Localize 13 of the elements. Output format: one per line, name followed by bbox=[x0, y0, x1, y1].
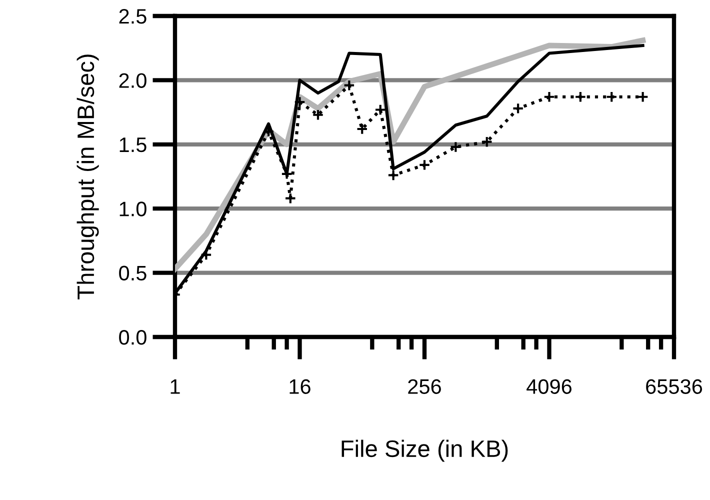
y-tick-label: 0.5 bbox=[119, 266, 146, 281]
x-axis-title: File Size (in KB) bbox=[342, 440, 508, 462]
x-tick-label: 256 bbox=[408, 379, 441, 394]
y-tick-label: 0.0 bbox=[119, 330, 146, 345]
x-tick-label: 4096 bbox=[526, 379, 572, 394]
x-tick-label: 16 bbox=[290, 379, 310, 394]
y-tick-label: 1.5 bbox=[120, 138, 146, 152]
y-axis-title: Throughput (in MB/sec) bbox=[76, 54, 99, 300]
x-tick-label: 1 bbox=[170, 379, 180, 394]
y-tick-label: 2.5 bbox=[119, 9, 146, 24]
x-tick-label: 65536 bbox=[646, 379, 702, 394]
y-tick-label: 2.0 bbox=[119, 73, 146, 88]
y-tick-label: 1.0 bbox=[120, 202, 146, 216]
